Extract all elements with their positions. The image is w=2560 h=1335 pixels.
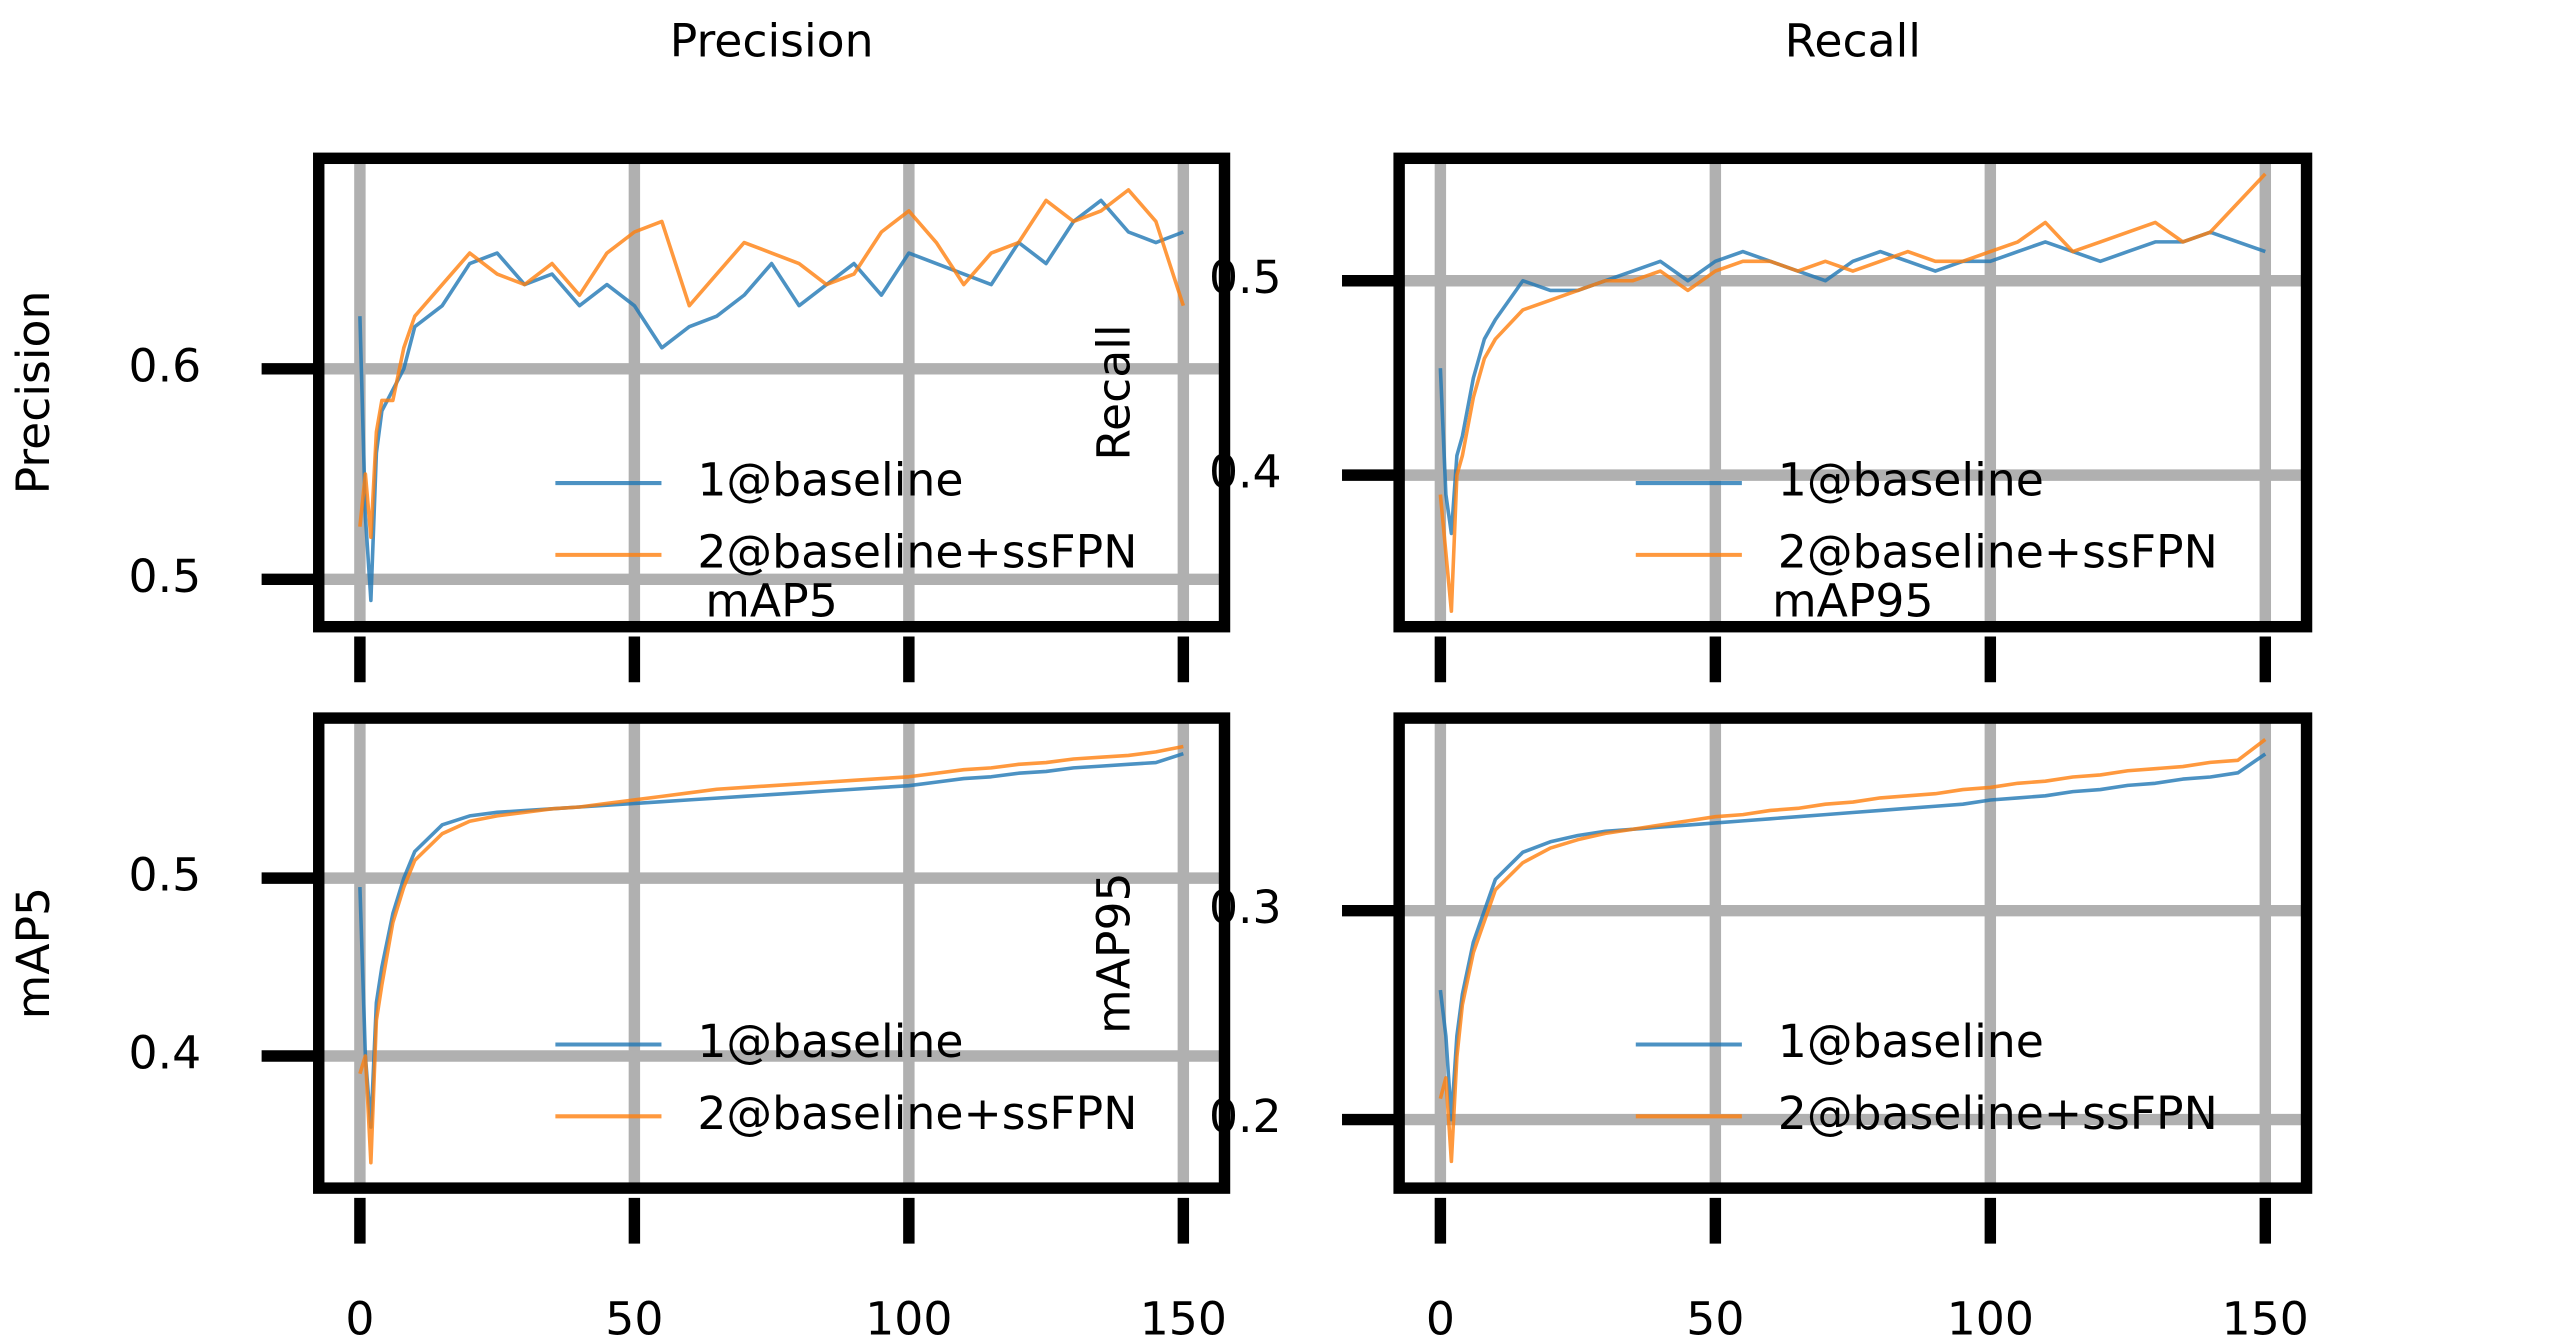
x-tick-label: 50 (1686, 1292, 1744, 1335)
legend-label: 2@baseline+ssFPN (1778, 1087, 2218, 1140)
axes-frame (313, 152, 1231, 633)
subplot-title: mAP95 (1772, 574, 1933, 627)
subplot-title: Recall (1785, 15, 1921, 68)
y-tick-label: 0.3 (1209, 881, 1282, 934)
y-axis-label: Recall (1087, 324, 1140, 460)
y-tick-label: 0.5 (1209, 251, 1282, 304)
data-line (1438, 752, 2267, 1122)
x-tick-label: 50 (605, 1292, 663, 1335)
subplot-title: Precision (670, 15, 874, 68)
legend-label: 1@baseline (697, 454, 963, 507)
y-tick-label: 0.2 (1209, 1090, 1282, 1143)
x-tick-label: 0 (1426, 1292, 1455, 1335)
data-line (358, 744, 1184, 1165)
x-tick-label: 150 (2222, 1292, 2309, 1335)
legend-label: 1@baseline (1778, 454, 2044, 507)
y-axis-label: mAP5 (7, 887, 60, 1019)
axes-frame (313, 712, 1231, 1194)
x-tick-label: 100 (1947, 1292, 2034, 1335)
legend-label: 2@baseline+ssFPN (1778, 525, 2218, 578)
data-line (1438, 172, 2267, 613)
y-tick-label: 0.4 (129, 1026, 202, 1079)
axes-frame (1393, 152, 2313, 633)
data-line (358, 188, 1186, 540)
legend-label: 2@baseline+ssFPN (697, 1087, 1137, 1140)
y-axis-label: Precision (7, 291, 60, 495)
y-tick-label: 0.6 (129, 339, 202, 392)
data-line (358, 751, 1184, 1129)
legend-label: 1@baseline (1778, 1015, 2044, 1068)
y-tick-label: 0.5 (129, 849, 202, 902)
y-tick-label: 0.4 (1209, 446, 1282, 499)
data-line (358, 198, 1184, 603)
x-tick-label: 150 (1140, 1292, 1227, 1335)
subplot-title: mAP5 (705, 574, 837, 627)
axes-frame (1393, 712, 2313, 1194)
data-line (1438, 737, 2267, 1164)
legend-label: 1@baseline (697, 1015, 963, 1068)
legend-label: 2@baseline+ssFPN (697, 525, 1137, 578)
x-tick-label: 0 (345, 1292, 374, 1335)
y-axis-label: mAP95 (1087, 872, 1140, 1033)
y-tick-label: 0.5 (129, 550, 202, 603)
x-tick-label: 100 (865, 1292, 952, 1335)
